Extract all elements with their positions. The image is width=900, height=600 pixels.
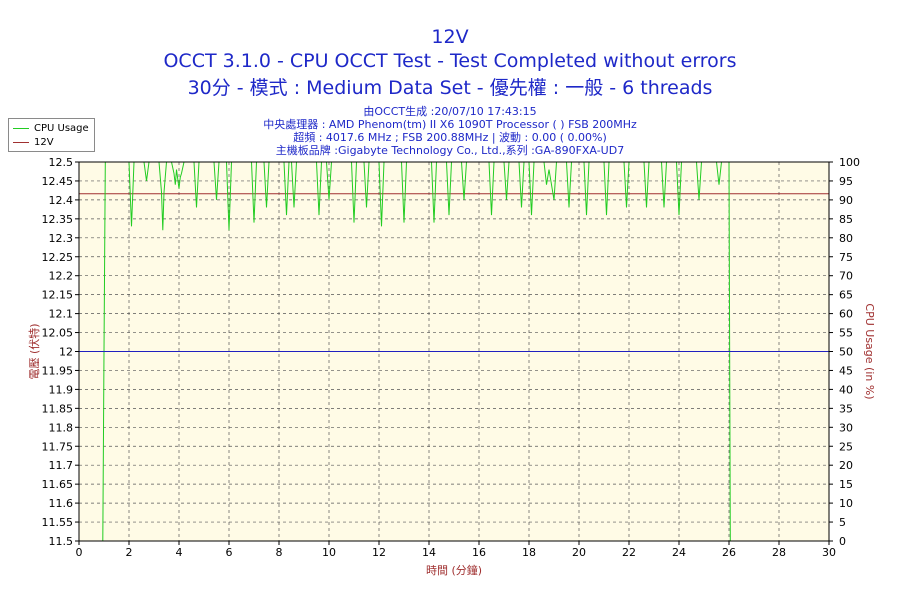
info-generated: 由OCCT生成 :20/07/10 17:43:15: [363, 105, 537, 118]
x-tick-label: 4: [176, 546, 183, 559]
y-axis-label-left: 電壓 (伏特): [27, 323, 41, 379]
y-right-tick-label: 85: [839, 213, 853, 226]
y-left-tick-label: 11.65: [42, 478, 74, 491]
legend-swatch: [13, 128, 29, 129]
legend: CPU Usage 12V: [8, 118, 95, 152]
x-tick-label: 28: [772, 546, 786, 559]
y-left-tick-label: 11.5: [49, 535, 74, 548]
y-left-tick-label: 11.7: [49, 459, 74, 472]
y-right-tick-label: 45: [839, 364, 853, 377]
y-left-tick-label: 12.2: [49, 270, 74, 283]
y-left-tick-label: 12: [59, 346, 73, 359]
x-tick-label: 26: [722, 546, 736, 559]
y-left-tick-label: 12.45: [42, 175, 74, 188]
x-tick-label: 2: [126, 546, 133, 559]
x-tick-label: 10: [322, 546, 336, 559]
x-tick-label: 30: [822, 546, 836, 559]
y-axis-label-right: CPU Usage (in %): [863, 303, 876, 399]
x-tick-label: 6: [226, 546, 233, 559]
chart-subtitle-test: OCCT 3.1.0 - CPU OCCT Test - Test Comple…: [163, 50, 737, 72]
y-right-tick-label: 95: [839, 175, 853, 188]
grid: [79, 162, 829, 541]
y-right-tick-label: 15: [839, 478, 853, 491]
x-tick-label: 22: [622, 546, 636, 559]
y-right-tick-label: 50: [839, 346, 853, 359]
legend-item-12v: 12V: [13, 136, 54, 149]
x-tick-label: 8: [276, 546, 283, 559]
info-motherboard: 主機板品牌 :Gigabyte Technology Co., Ltd.,系列 …: [275, 144, 625, 157]
y-left-tick-label: 11.95: [42, 364, 74, 377]
y-left-tick-label: 12.05: [42, 327, 74, 340]
y-right-tick-label: 90: [839, 194, 853, 207]
y-left-tick-label: 12.4: [49, 194, 74, 207]
y-right-tick-label: 100: [839, 156, 860, 169]
y-left-tick-label: 11.75: [42, 440, 74, 453]
y-right-tick-label: 35: [839, 402, 853, 415]
y-left-tick-label: 12.5: [49, 156, 74, 169]
info-cpu: 中央處理器 : AMD Phenom(tm) II X6 1090T Proce…: [263, 118, 637, 131]
tick-labels: 11.5 11.55 11.6 11.65 11.7 11.75 11.8 11.85 11.9…: [42, 156, 861, 559]
y-left-tick-label: 11.85: [42, 402, 74, 415]
legend-item-cpu-usage: CPU Usage: [13, 122, 89, 135]
x-tick-label: 14: [422, 546, 436, 559]
y-right-tick-label: 40: [839, 383, 853, 396]
y-left-tick-label: 12.35: [42, 213, 74, 226]
legend-swatch: [13, 142, 29, 143]
y-right-tick-label: 75: [839, 251, 853, 264]
y-left-tick-label: 11.8: [49, 421, 74, 434]
y-right-tick-label: 10: [839, 497, 853, 510]
y-right-tick-label: 20: [839, 459, 853, 472]
chart-subtitle-mode: 30分 - 模式 : Medium Data Set - 優先權 : 一般 - …: [187, 77, 713, 99]
y-left-tick-label: 11.55: [42, 516, 74, 529]
y-right-tick-label: 25: [839, 440, 853, 453]
x-tick-label: 20: [572, 546, 586, 559]
y-right-tick-label: 60: [839, 308, 853, 321]
y-right-tick-label: 55: [839, 327, 853, 340]
chart-title: 12V: [431, 26, 469, 48]
y-left-tick-label: 12.15: [42, 289, 74, 302]
y-right-tick-label: 0: [839, 535, 846, 548]
x-tick-label: 12: [372, 546, 386, 559]
y-left-tick-label: 12.1: [49, 308, 74, 321]
x-tick-label: 16: [472, 546, 486, 559]
y-right-tick-label: 5: [839, 516, 846, 529]
x-tick-label: 18: [522, 546, 536, 559]
y-right-tick-label: 70: [839, 270, 853, 283]
y-left-tick-label: 12.25: [42, 251, 74, 264]
legend-label: 12V: [34, 137, 54, 148]
y-left-tick-label: 11.9: [49, 383, 74, 396]
x-tick-label: 0: [76, 546, 83, 559]
y-right-tick-label: 65: [839, 289, 853, 302]
x-tick-label: 24: [672, 546, 686, 559]
info-overclock: 超頻 : 4017.6 MHz ; FSB 200.88MHz | 波動 : 0…: [293, 131, 607, 144]
y-right-tick-label: 80: [839, 232, 853, 245]
y-right-tick-label: 30: [839, 421, 853, 434]
legend-label: CPU Usage: [34, 123, 89, 134]
y-left-tick-label: 12.3: [49, 232, 74, 245]
x-axis-label: 時間 (分鐘): [426, 563, 482, 577]
y-left-tick-label: 11.6: [49, 497, 74, 510]
